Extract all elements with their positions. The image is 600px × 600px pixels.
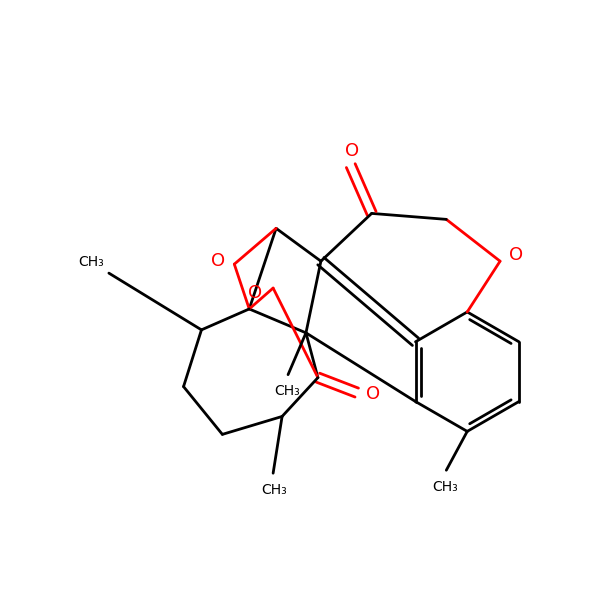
Text: O: O [509,246,523,264]
Text: CH₃: CH₃ [262,483,287,497]
Text: CH₃: CH₃ [432,480,458,494]
Text: O: O [367,385,380,403]
Text: O: O [211,252,224,270]
Text: CH₃: CH₃ [274,385,300,398]
Text: CH₃: CH₃ [78,256,104,269]
Text: O: O [345,142,359,160]
Text: O: O [248,284,262,302]
